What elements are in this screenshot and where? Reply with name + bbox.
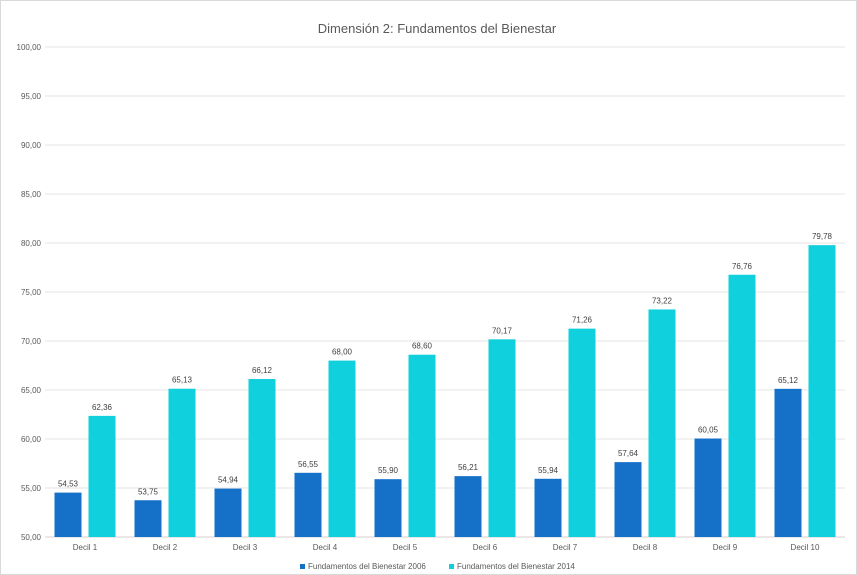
x-category-label: Decil 5: [393, 543, 418, 552]
bar-2006-decil-3: [214, 488, 242, 537]
y-tick-label: 100,00: [17, 43, 42, 52]
data-labels: 54,53 62,36 53,75 65,13 54,94 66,12 56,55 68,00…: [58, 232, 833, 496]
bar-2006-decil-1: [54, 492, 82, 537]
y-axis-tick-labels: 50,00 55,00 60,00 65,00 70,00 75,00 80,00 85,00…: [17, 43, 42, 542]
bar-2006-decil-8: [614, 462, 642, 537]
bar-2014-decil-5: [408, 354, 436, 537]
x-category-label: Decil 6: [473, 543, 498, 552]
x-category-label: Decil 4: [313, 543, 338, 552]
x-category-label: Decil 9: [713, 543, 738, 552]
legend-label: Fundamentos del Bienestar 2006: [308, 562, 426, 571]
bar-2006-decil-4: [294, 472, 322, 537]
legend: Fundamentos del Bienestar 2006 Fundamento…: [300, 562, 575, 571]
bar-2006-decil-5: [374, 479, 402, 537]
data-label: 56,21: [458, 463, 479, 472]
data-label: 70,17: [492, 326, 513, 335]
bar-2006-decil-10: [774, 388, 802, 537]
x-axis-category-labels: Decil 1 Decil 2 Decil 3 Decil 4 Decil 5 Decil…: [73, 543, 820, 552]
data-label: 71,26: [572, 316, 593, 325]
bar-2014-decil-7: [568, 328, 596, 537]
data-label: 54,94: [218, 476, 239, 485]
x-category-label: Decil 2: [153, 543, 178, 552]
data-label: 68,60: [412, 342, 433, 351]
data-label: 68,00: [332, 348, 353, 357]
y-tick-label: 95,00: [21, 92, 42, 101]
x-category-label: Decil 10: [791, 543, 820, 552]
bar-2006-decil-9: [694, 438, 722, 537]
data-label: 55,90: [378, 466, 399, 475]
legend-swatch: [449, 564, 454, 569]
x-category-label: Decil 7: [553, 543, 578, 552]
x-category-label: Decil 1: [73, 543, 98, 552]
bar-2014-decil-3: [248, 379, 276, 537]
data-label: 76,76: [732, 262, 753, 271]
bar-2014-decil-4: [328, 360, 356, 537]
data-label: 79,78: [812, 232, 833, 241]
data-label: 65,13: [172, 376, 193, 385]
data-label: 73,22: [652, 296, 673, 305]
bars: [54, 245, 836, 537]
x-category-label: Decil 8: [633, 543, 658, 552]
data-label: 54,53: [58, 480, 79, 489]
data-label: 66,12: [252, 366, 273, 375]
y-tick-label: 85,00: [21, 190, 42, 199]
data-label: 60,05: [698, 426, 719, 435]
bar-2014-decil-8: [648, 309, 676, 537]
data-label: 55,94: [538, 466, 559, 475]
y-tick-label: 80,00: [21, 239, 42, 248]
data-label: 53,75: [138, 487, 159, 496]
y-tick-label: 65,00: [21, 386, 42, 395]
bar-2014-decil-1: [88, 415, 116, 537]
y-tick-label: 90,00: [21, 141, 42, 150]
bar-2014-decil-10: [808, 245, 836, 537]
legend-label: Fundamentos del Bienestar 2014: [457, 562, 575, 571]
data-label: 56,55: [298, 460, 319, 469]
y-tick-label: 50,00: [21, 533, 42, 542]
data-label: 65,12: [778, 376, 799, 385]
y-tick-label: 75,00: [21, 288, 42, 297]
bar-2006-decil-6: [454, 476, 482, 537]
bar-2014-decil-6: [488, 339, 516, 537]
x-category-label: Decil 3: [233, 543, 258, 552]
bar-2006-decil-2: [134, 500, 162, 537]
data-label: 57,64: [618, 449, 639, 458]
data-label: 62,36: [92, 403, 113, 412]
bar-2006-decil-7: [534, 478, 562, 537]
chart-title: Dimensión 2: Fundamentos del Bienestar: [318, 21, 557, 36]
gridlines: [45, 46, 845, 538]
bar-2014-decil-2: [168, 388, 196, 537]
bar-2014-decil-9: [728, 274, 756, 537]
legend-swatch: [300, 564, 305, 569]
y-tick-label: 55,00: [21, 484, 42, 493]
y-tick-label: 70,00: [21, 337, 42, 346]
y-tick-label: 60,00: [21, 435, 42, 444]
